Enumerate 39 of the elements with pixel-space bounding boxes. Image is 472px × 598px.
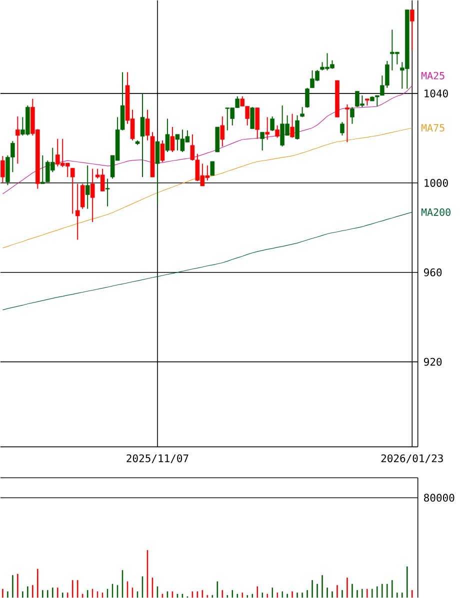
x-tick-label: 2026/01/23 [381,454,444,464]
candlestick [106,178,110,207]
y-tick-label: 920 [424,358,442,366]
y-tick-label: 960 [424,268,442,276]
series-label: MA200 [422,208,451,216]
candlestick [345,104,350,143]
candlestick [90,168,95,223]
candlestick [86,164,90,210]
candlestick [0,156,5,184]
candlestick [265,116,270,140]
series-label: MA75 [422,124,444,132]
candlestick [350,106,354,124]
candlestick [76,183,80,240]
y-tick-label: 1040 [424,89,448,98]
y-tick-label: 80000 [424,494,454,502]
y-tick-label: 1000 [424,178,448,187]
candlestick [80,183,85,210]
candlestick [16,116,20,164]
candlestick [145,109,150,141]
series-label: MA25 [422,72,444,80]
candlestick [160,140,165,163]
candlestick [155,141,160,204]
x-tick-label: 2025/11/07 [126,454,188,464]
candlestick [220,116,225,147]
candlestick [140,93,145,178]
candlestick [250,106,255,130]
candlestick [260,132,265,151]
candlestick [295,114,300,140]
candlestick [290,113,295,138]
candlestick [255,107,260,140]
candlestick [210,160,215,176]
candlestick [165,118,170,153]
candlestick [270,116,275,132]
candlestick [305,87,310,108]
candlestick [70,168,75,214]
candlestick [170,126,175,153]
candlestick [275,124,280,138]
candlestick [340,122,344,136]
candlestick [410,9,414,51]
